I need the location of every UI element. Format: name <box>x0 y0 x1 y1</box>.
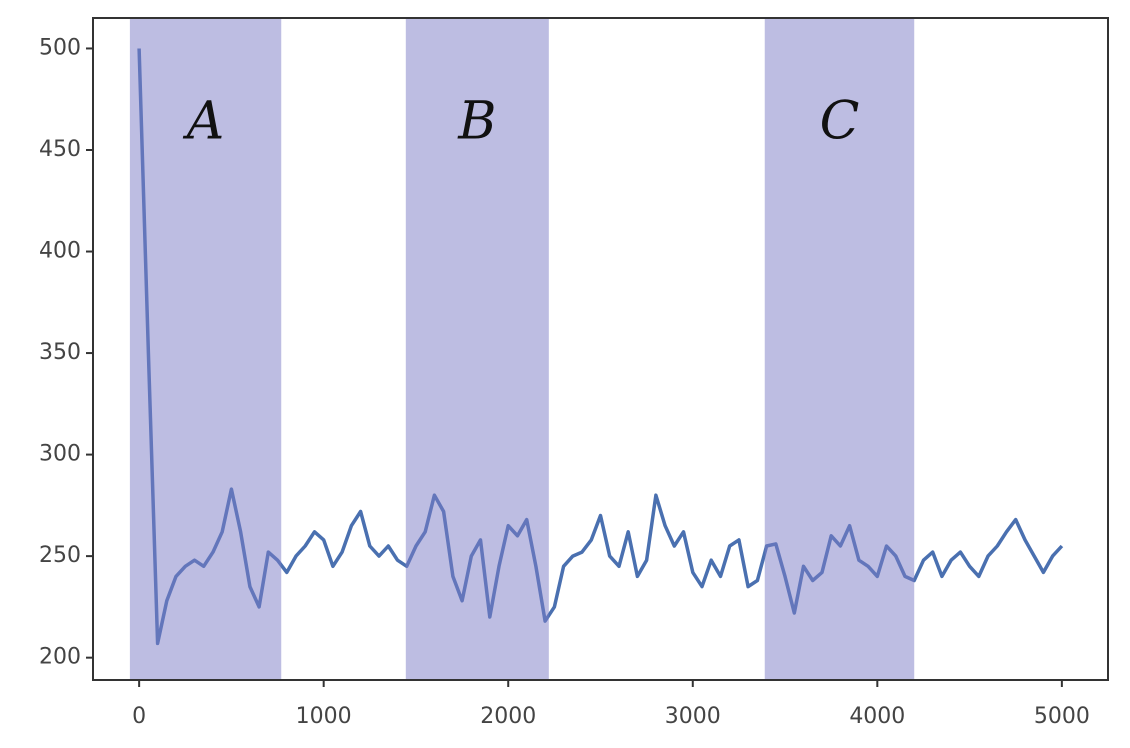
y-tick-label: 450 <box>39 137 81 162</box>
y-tick-label: 300 <box>39 442 81 467</box>
span-label: A <box>183 92 225 152</box>
x-tick-label: 4000 <box>849 704 905 729</box>
plot-frame <box>92 17 1109 681</box>
y-tick-label: 350 <box>39 340 81 365</box>
y-tick-label: 400 <box>39 239 81 264</box>
shaded-span <box>129 18 282 680</box>
x-tick-label: 2000 <box>480 704 536 729</box>
y-tick-label: 500 <box>39 35 81 60</box>
x-tick-label: 5000 <box>1034 704 1090 729</box>
y-tick-label: 250 <box>39 543 81 568</box>
x-tick-label: 0 <box>132 704 146 729</box>
shaded-span <box>405 18 549 680</box>
span-label: B <box>457 92 496 152</box>
y-tick-label: 200 <box>39 645 81 670</box>
x-tick-label: 3000 <box>665 704 721 729</box>
shaded-span <box>764 18 915 680</box>
x-tick-label: 1000 <box>296 704 352 729</box>
span-label: C <box>820 92 860 152</box>
